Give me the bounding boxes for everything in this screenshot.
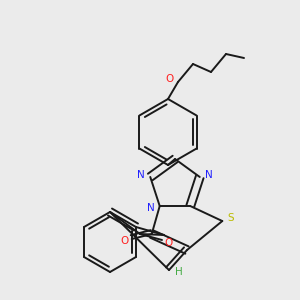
Text: O: O bbox=[165, 238, 173, 248]
Text: O: O bbox=[121, 236, 129, 246]
Text: O: O bbox=[166, 74, 174, 84]
Text: N: N bbox=[137, 170, 145, 180]
Text: S: S bbox=[227, 213, 234, 223]
Text: N: N bbox=[147, 203, 154, 213]
Text: H: H bbox=[175, 267, 183, 277]
Text: N: N bbox=[205, 170, 213, 180]
